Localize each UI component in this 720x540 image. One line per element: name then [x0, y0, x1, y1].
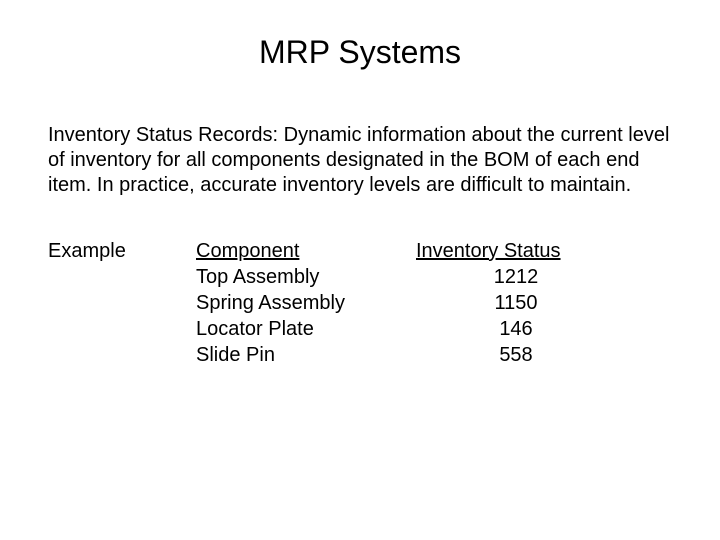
- page-title: MRP Systems: [48, 34, 672, 71]
- table-cell: Top Assembly: [196, 264, 416, 290]
- table-cell: Locator Plate: [196, 316, 416, 342]
- table-cell: Slide Pin: [196, 342, 416, 368]
- column-header-component: Component: [196, 238, 416, 264]
- example-section: Example Component Top Assembly Spring As…: [48, 238, 672, 368]
- body-paragraph: Inventory Status Records: Dynamic inform…: [48, 123, 672, 198]
- table-cell: 558: [416, 342, 616, 368]
- column-component: Component Top Assembly Spring Assembly L…: [196, 238, 416, 368]
- example-label: Example: [48, 238, 196, 368]
- inventory-table: Component Top Assembly Spring Assembly L…: [196, 238, 616, 368]
- table-cell: 146: [416, 316, 616, 342]
- column-header-status: Inventory Status: [416, 238, 616, 264]
- table-cell: 1212: [416, 264, 616, 290]
- table-cell: Spring Assembly: [196, 290, 416, 316]
- table-cell: 1150: [416, 290, 616, 316]
- column-status: Inventory Status 1212 1150 146 558: [416, 238, 616, 368]
